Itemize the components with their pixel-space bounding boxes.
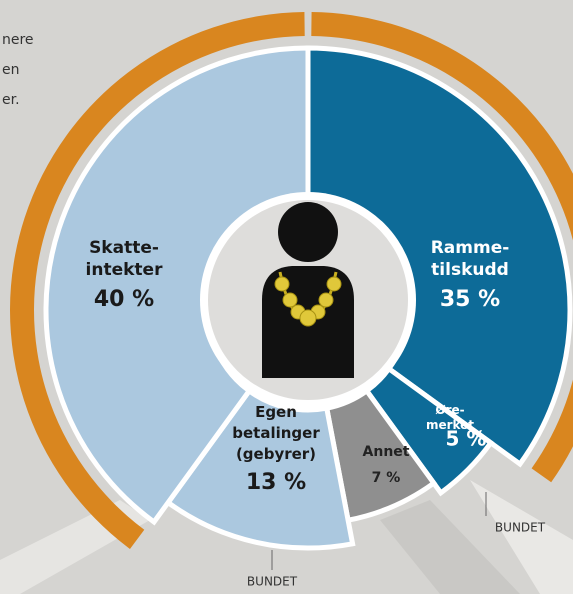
value-label: 40 %	[94, 287, 154, 312]
label-line: Øre-	[435, 403, 464, 417]
person-head	[278, 202, 338, 262]
value-label: 35 %	[440, 287, 500, 312]
bound-ring	[9, 12, 305, 549]
text-fragment: en	[2, 62, 20, 78]
label-line: Annet	[363, 444, 410, 460]
ray	[380, 500, 520, 594]
ray	[470, 480, 573, 594]
label-line: tilskudd	[431, 260, 509, 280]
label-line: Ramme-	[431, 238, 510, 258]
donut	[9, 12, 573, 551]
segment-label: Egen betalinger (gebyrer)	[232, 403, 320, 463]
segment-label: Annet	[363, 444, 410, 460]
value-label: 5 %	[446, 427, 487, 451]
text-fragment: er.	[2, 92, 20, 108]
segment	[164, 387, 356, 551]
label-line: Skatte-	[89, 238, 159, 258]
value-label: 13 %	[246, 470, 306, 495]
chain-beads	[274, 276, 342, 327]
annotation: BUNDET	[495, 521, 546, 535]
label-line: merket	[426, 418, 474, 432]
segment-label: Skatte-intekter	[86, 238, 164, 280]
label-line: (gebyrer)	[236, 445, 316, 463]
annotation: BUNDET	[247, 575, 298, 589]
segment-label: Øre-merket	[426, 403, 474, 432]
label-line: betalinger	[232, 424, 320, 442]
value-label: 7 %	[372, 470, 401, 486]
center-icon	[200, 192, 416, 408]
label-line: Egen	[255, 403, 297, 421]
label-line: intekter	[86, 260, 164, 280]
text-fragment: nere	[2, 32, 34, 48]
segment-label: Ramme-tilskudd	[431, 238, 510, 280]
